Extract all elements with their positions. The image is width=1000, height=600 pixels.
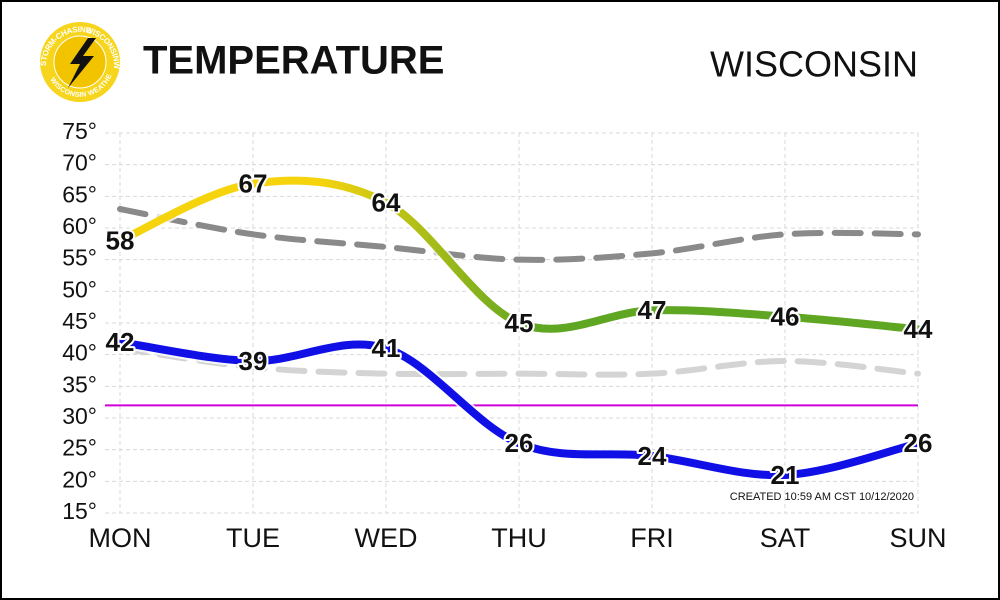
data-label: 26 bbox=[505, 428, 534, 458]
x-tick-label: SAT bbox=[760, 523, 811, 553]
y-tick-label: 40° bbox=[62, 340, 97, 366]
line bbox=[117, 206, 921, 263]
line bbox=[116, 338, 922, 480]
y-tick-label: 35° bbox=[62, 371, 97, 397]
data-label: 21 bbox=[771, 460, 800, 490]
y-tick-label: 50° bbox=[62, 276, 97, 302]
data-label: 39 bbox=[239, 346, 268, 376]
y-tick-label: 20° bbox=[62, 466, 97, 492]
data-label: 42 bbox=[106, 327, 135, 357]
line bbox=[117, 345, 921, 378]
x-tick-label: MON bbox=[89, 523, 152, 553]
chart-subtitle: WISCONSIN bbox=[710, 44, 918, 85]
y-tick-label: 30° bbox=[62, 403, 97, 429]
y-tick-label: 70° bbox=[62, 150, 97, 176]
data-label: 26 bbox=[904, 428, 933, 458]
data-label: 45 bbox=[505, 308, 534, 338]
x-tick-label: WED bbox=[355, 523, 418, 553]
data-label: 58 bbox=[106, 226, 135, 256]
y-tick-label: 60° bbox=[62, 213, 97, 239]
x-tick-label: SUN bbox=[889, 523, 946, 553]
data-label: 67 bbox=[239, 169, 268, 199]
data-label: 41 bbox=[372, 333, 401, 363]
data-label: 44 bbox=[904, 314, 933, 344]
y-tick-label: 65° bbox=[62, 181, 97, 207]
y-tick-label: 15° bbox=[62, 498, 97, 524]
y-tick-label: 45° bbox=[62, 308, 97, 334]
y-tick-label: 25° bbox=[62, 435, 97, 461]
x-tick-label: FRI bbox=[630, 523, 674, 553]
data-label: 64 bbox=[372, 188, 401, 218]
data-label: 24 bbox=[638, 441, 667, 471]
line bbox=[116, 176, 922, 334]
data-label: 47 bbox=[638, 295, 667, 325]
y-tick-label: 55° bbox=[62, 245, 97, 271]
chart-title: TEMPERATURE bbox=[143, 39, 444, 83]
annotation: CREATED 10:59 AM CST 10/12/2020 bbox=[730, 491, 914, 503]
x-tick-label: THU bbox=[491, 523, 547, 553]
y-tick-label: 75° bbox=[62, 118, 97, 144]
data-label: 46 bbox=[771, 302, 800, 332]
x-tick-label: TUE bbox=[226, 523, 280, 553]
